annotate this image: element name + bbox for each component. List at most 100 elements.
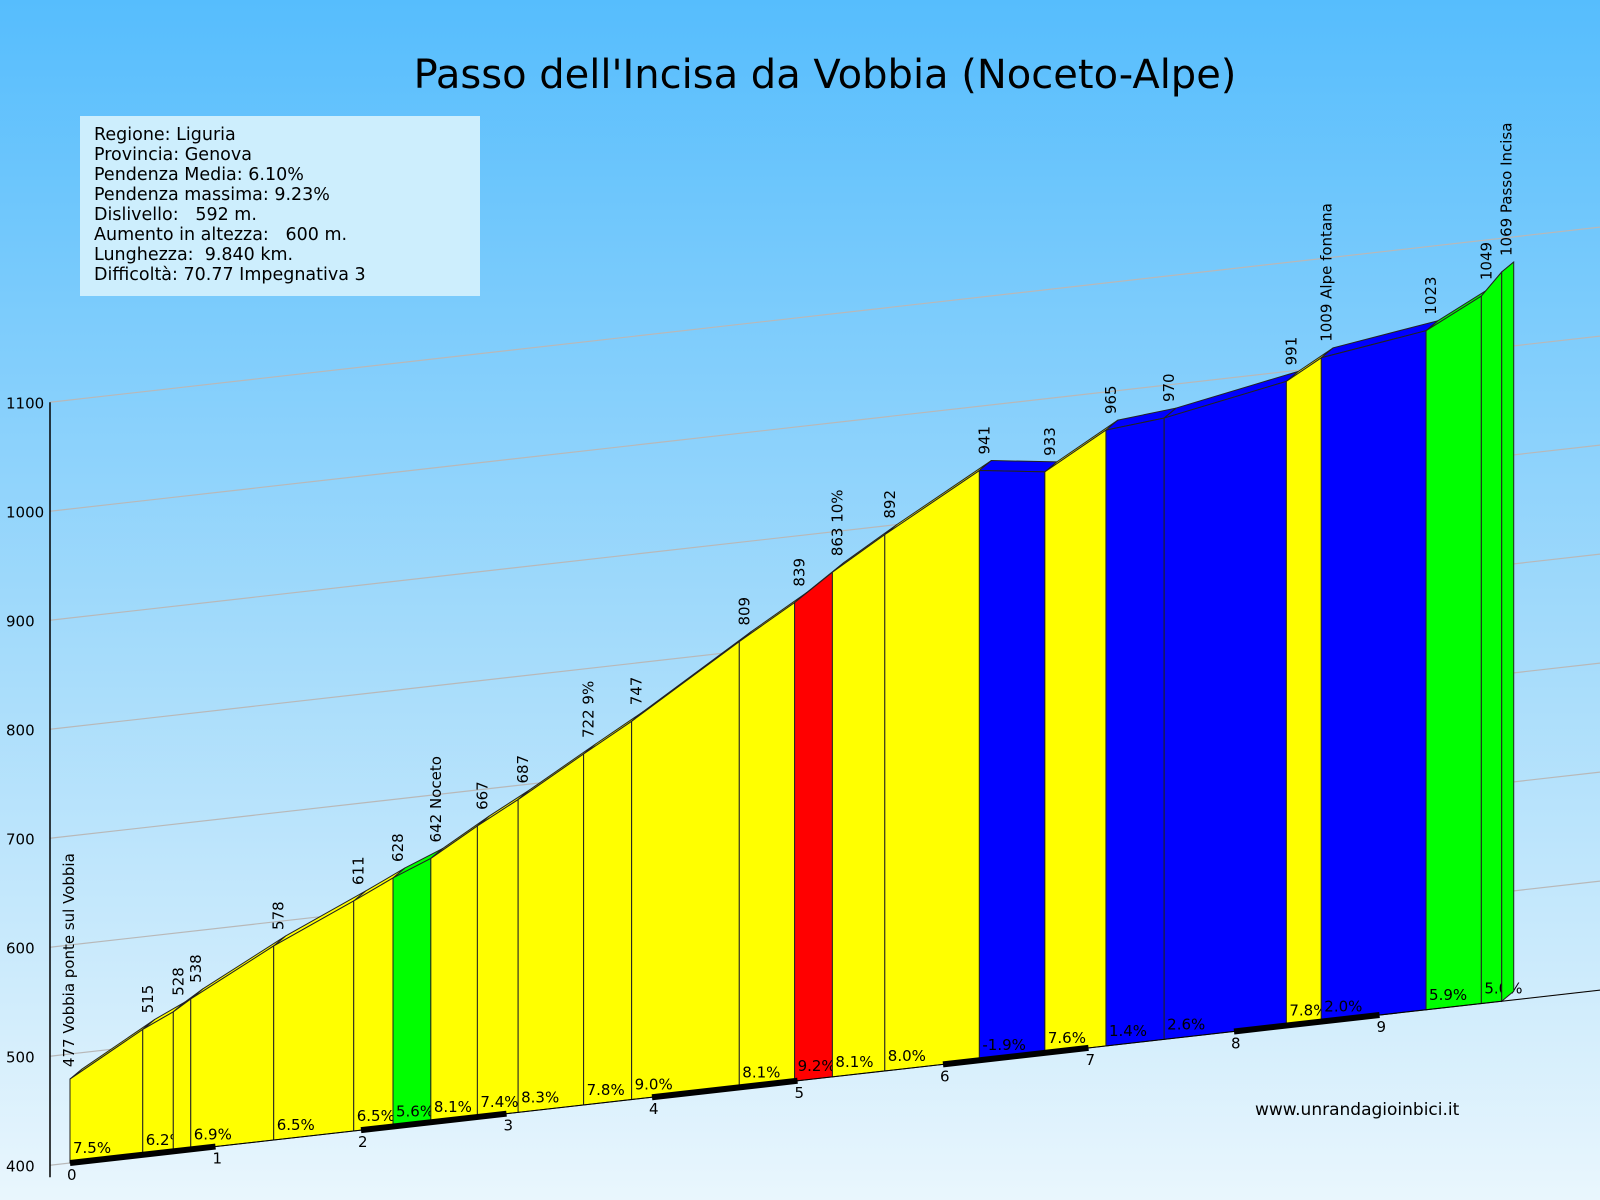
x-axis-km-bar [69,1143,216,1166]
segment-grade-label: 2.6% [1167,1015,1205,1033]
x-tick-label: 3 [504,1117,514,1135]
elevation-label: 933 [1041,427,1059,456]
profile-end-face [1501,260,1515,1003]
x-axis-km-bar [1233,1012,1380,1035]
segment-front-face [392,857,432,1128]
info-line-length: Lunghezza: 9.840 km. [94,245,294,265]
segment-front-face [1105,417,1165,1047]
segment-grade-label: 9.2% [798,1057,836,1075]
elevation-label: 970 [1160,373,1178,402]
segment-front-face [353,877,394,1132]
elevation-label: 1009 Alpe fontana [1317,203,1335,342]
grid-line [49,226,1600,403]
elevation-label: 628 [389,833,407,862]
segment-grade-label: 7.8% [1289,1002,1327,1020]
segment-front-face [1163,380,1287,1040]
segment-front-face [1044,429,1107,1054]
segment-grade-label: 6.5% [277,1116,315,1134]
x-tick-label: 6 [940,1067,950,1085]
x-axis-km-bar [942,1044,1089,1068]
elevation-label: 991 [1282,337,1300,366]
website-label: www.unrandagioinbici.it [1255,1100,1460,1120]
elevation-label: 687 [514,755,532,784]
info-line-region: Regione: Liguria [94,125,236,145]
segment-front-face [831,533,886,1078]
elevation-label: 747 [628,677,646,706]
segment-grade-label: 2.0% [1324,998,1362,1016]
elevation-label: 809 [735,597,753,626]
segment-top-face [978,460,1059,473]
segment-front-face [430,824,478,1123]
segment-grade-label: 7.6% [1048,1029,1086,1047]
x-tick-label: 2 [358,1133,368,1151]
segment-front-face [1425,295,1482,1011]
x-tick-label: 4 [649,1100,659,1118]
segment-grade-label: 5.9% [1429,986,1467,1004]
segment-grade-label: 6.9% [194,1125,232,1143]
segment-grade-label: 8.3% [521,1088,559,1106]
info-line-province: Provincia: Genova [94,145,252,165]
elevation-label: 528 [169,967,187,996]
y-tick-label: 700 [6,830,35,848]
y-tick-label: 400 [6,1157,35,1175]
info-line-avg-grade: Pendenza Media: 6.10% [94,165,304,185]
x-tick-label: 9 [1377,1018,1387,1036]
elevation-label: 965 [1102,385,1120,414]
segment-front-face [631,640,740,1101]
segment-grade-label: 7.4% [480,1093,518,1111]
elevation-label: 839 [791,558,809,587]
elevation-label: 667 [473,781,491,810]
y-tick-label: 1000 [6,503,44,521]
elevation-label: 611 [350,856,368,885]
x-tick-label: 7 [1086,1051,1096,1069]
y-tick-label: 500 [6,1048,35,1066]
x-tick-label: 0 [67,1166,77,1184]
elevation-label: 515 [139,985,157,1014]
elevation-label: 892 [881,490,899,519]
y-tick-label: 800 [6,721,35,739]
segment-front-face [1320,330,1427,1023]
segment-front-face [884,469,980,1072]
elevation-label: 477 Vobbia ponte sul Vobbia [60,853,78,1067]
elevation-label: 578 [270,901,288,930]
segment-front-face [1480,270,1503,1005]
segment-grade-label: -1.9% [982,1036,1026,1054]
chart-title: Passo dell'Incisa da Vobbia (Noceto-Alpe… [413,52,1237,98]
segment-front-face [583,720,633,1106]
segment-front-face [476,798,519,1118]
segment-front-face [978,470,1046,1061]
segment-front-face [517,753,585,1113]
x-tick-label: 5 [795,1084,805,1102]
segment-front-face [1285,356,1322,1027]
segment-grade-label: 7.8% [587,1081,625,1099]
info-line-drop: Dislivello: 592 m. [94,205,257,225]
y-tick-label: 900 [6,612,35,630]
segment-front-face [738,601,796,1088]
segment-grade-label: 5.6% [396,1102,434,1120]
info-line-max-grade: Pendenza massima: 9.23% [94,185,330,205]
segment-grade-label: 8.1% [742,1063,780,1081]
segment-grade-label: 8.1% [835,1053,873,1071]
segment-grade-label: 6.5% [357,1107,395,1125]
elevation-label: 1069 Passo Incisa [1498,123,1516,256]
segment-grade-label: 7.5% [73,1139,111,1157]
elevation-label: 642 Noceto [427,756,445,842]
segment-front-face [794,571,833,1082]
elevation-label: 722 9% [580,681,598,738]
segment-grade-label: 1.4% [1109,1022,1147,1040]
x-tick-label: 8 [1231,1034,1241,1052]
x-tick-label: 1 [213,1150,223,1168]
info-line-difficulty: Difficoltà: 70.77 Impegnativa 3 [94,265,366,285]
segment-front-face [172,997,192,1152]
segment-grade-label: 9.0% [635,1076,673,1094]
info-line-gain: Aumento in altezza: 600 m. [94,225,348,245]
elevation-label: 1023 [1422,277,1440,315]
segment-grade-label: 8.1% [434,1098,472,1116]
elevation-label: 863 10% [828,489,846,556]
y-tick-label: 600 [6,939,35,957]
info-box: Regione: Liguria Provincia: Genova Pende… [80,116,480,296]
y-tick-label: 1100 [6,394,44,412]
x-axis-km-bar [651,1077,798,1101]
